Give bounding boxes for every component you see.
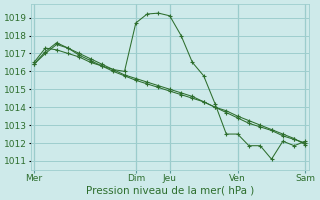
X-axis label: Pression niveau de la mer( hPa ): Pression niveau de la mer( hPa ) — [86, 186, 254, 196]
